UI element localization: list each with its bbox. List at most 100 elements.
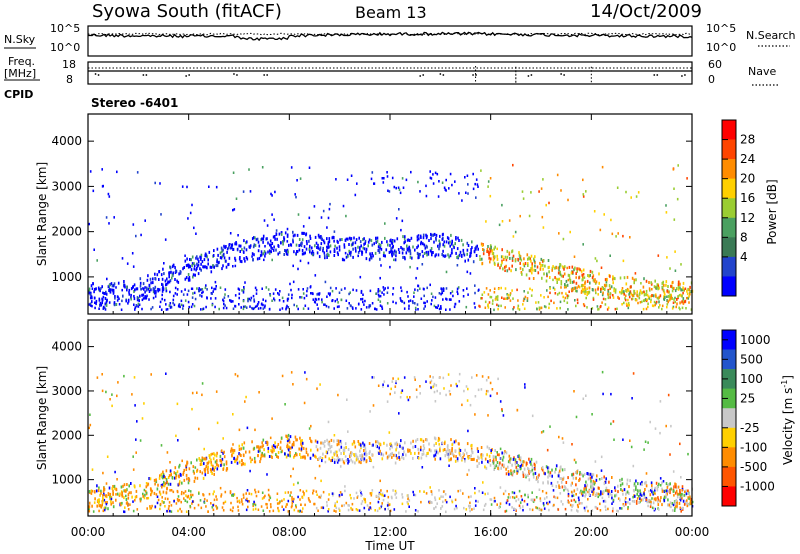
- echo-cell: [292, 264, 294, 268]
- echo-cell: [370, 254, 372, 258]
- echo-cell: [491, 252, 494, 256]
- echo-cell: [340, 441, 343, 445]
- echo-cell: [605, 477, 607, 481]
- echo-cell: [312, 453, 314, 457]
- echo-cell: [285, 434, 287, 438]
- echo-cell: [679, 496, 681, 500]
- echo-cell: [368, 508, 370, 511]
- echo-cell: [508, 267, 511, 271]
- echo-cell: [561, 437, 564, 440]
- echo-cell: [647, 305, 649, 309]
- echo-cell: [154, 272, 156, 276]
- echo-cell: [474, 182, 476, 186]
- echo-cell: [637, 301, 639, 305]
- echo-cell: [326, 504, 328, 507]
- echo-cell: [642, 498, 644, 502]
- echo-cell: [377, 496, 380, 499]
- echo-cell: [333, 453, 336, 457]
- echo-cell: [530, 254, 533, 258]
- echo-cell: [172, 298, 175, 302]
- echo-cell: [580, 289, 583, 293]
- echo-cell: [489, 177, 492, 180]
- echo-cell: [249, 469, 251, 473]
- echo-cell: [306, 242, 308, 246]
- echo-cell: [484, 465, 486, 469]
- echo-cell: [208, 250, 211, 254]
- echo-cell: [227, 295, 230, 298]
- echo-cell: [191, 264, 193, 268]
- echo-cell: [320, 494, 322, 497]
- echo-cell: [235, 242, 238, 246]
- echo-cell: [425, 233, 427, 237]
- echo-cell: [216, 451, 218, 455]
- echo-cell: [395, 217, 398, 220]
- echo-cell: [200, 506, 203, 510]
- echo-cell: [336, 443, 339, 447]
- echo-cell: [288, 446, 291, 450]
- echo-cell: [267, 493, 270, 497]
- echo-cell: [512, 297, 514, 300]
- echo-cell: [268, 251, 271, 255]
- echo-cell: [379, 449, 381, 453]
- echo-cell: [505, 258, 508, 262]
- echo-cell: [503, 258, 505, 261]
- echo-cell: [306, 287, 309, 290]
- echo-cell: [514, 508, 517, 511]
- echo-cell: [621, 489, 624, 492]
- echo-cell: [199, 458, 201, 462]
- echo-cell: [504, 255, 507, 259]
- echo-cell: [480, 169, 482, 172]
- echo-cell: [469, 504, 471, 508]
- echo-cell: [673, 298, 675, 301]
- echo-cell: [95, 287, 97, 291]
- echo-cell: [423, 307, 425, 310]
- echo-cell: [501, 296, 503, 299]
- echo-cell: [303, 455, 305, 459]
- echo-cell: [287, 453, 289, 457]
- echo-cell: [352, 247, 354, 251]
- echo-cell: [214, 305, 216, 309]
- echo-cell: [488, 253, 490, 257]
- echo-cell: [429, 283, 431, 287]
- echo-cell: [591, 475, 593, 479]
- echo-cell: [488, 256, 490, 260]
- echo-cell: [161, 289, 164, 293]
- echo-cell: [589, 269, 592, 273]
- echo-cell: [268, 498, 270, 502]
- echo-cell: [383, 494, 386, 497]
- echo-cell: [137, 302, 140, 306]
- cpid-value: Stereo -6401: [91, 96, 178, 110]
- echo-cell: [323, 241, 326, 245]
- echo-cell: [520, 258, 523, 262]
- echo-cell: [575, 415, 578, 419]
- echo-cell: [99, 504, 102, 508]
- echo-cell: [216, 463, 218, 467]
- echo-cell: [159, 507, 161, 511]
- echo-cell: [363, 457, 366, 461]
- echo-cell: [663, 291, 666, 295]
- echo-cell: [169, 290, 171, 294]
- echo-cell: [611, 493, 613, 497]
- echo-cell: [639, 497, 641, 500]
- echo-cell: [199, 463, 202, 466]
- echo-cell: [226, 250, 228, 254]
- echo-cell: [388, 431, 391, 434]
- echo-cell: [118, 303, 121, 306]
- echo-cell: [88, 510, 91, 513]
- echo-cell: [234, 373, 237, 376]
- echo-cell: [437, 439, 440, 443]
- echo-cell: [671, 502, 674, 505]
- echo-cell: [471, 443, 473, 447]
- echo-cell: [372, 465, 375, 469]
- echo-cell: [342, 460, 345, 464]
- echo-cell: [450, 384, 452, 387]
- echo-cell: [185, 264, 188, 268]
- echo-cell: [314, 476, 317, 480]
- echo-cell: [386, 504, 389, 507]
- echo-cell: [564, 265, 566, 269]
- echo-cell: [183, 497, 185, 500]
- echo-cell: [654, 492, 656, 495]
- echo-cell: [301, 252, 304, 256]
- echo-cell: [186, 185, 188, 189]
- echo-cell: [542, 259, 545, 263]
